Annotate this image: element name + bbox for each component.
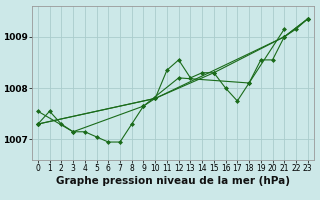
X-axis label: Graphe pression niveau de la mer (hPa): Graphe pression niveau de la mer (hPa) xyxy=(56,176,290,186)
